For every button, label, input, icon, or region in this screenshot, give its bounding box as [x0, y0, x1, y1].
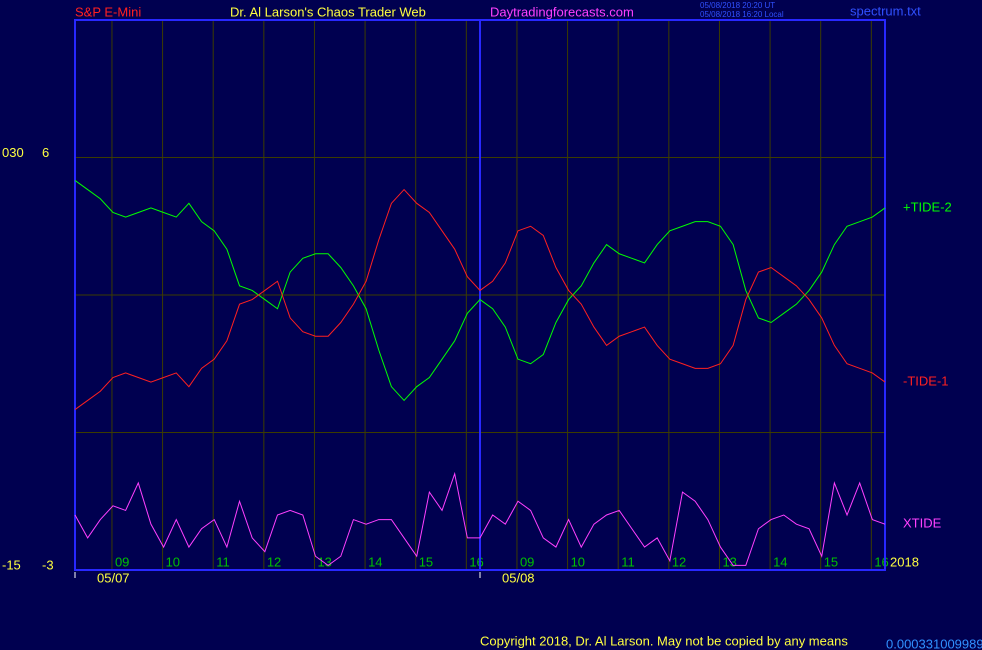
- year-label: 2018: [890, 554, 919, 569]
- timestamp-local: 05/08/2018 16:20 Local: [700, 10, 784, 19]
- x-tick-label: 11: [216, 554, 230, 569]
- series-line: [74, 471, 886, 567]
- plot-border: [74, 19, 886, 571]
- x-tick-label: 14: [368, 554, 382, 569]
- x-tick-label: 14: [773, 554, 787, 569]
- series-label: -TIDE-1: [903, 374, 949, 389]
- series-label: +TIDE-2: [903, 199, 952, 214]
- series-label: XTIDE: [903, 516, 942, 531]
- timestamp-ut: 05/08/2018 20:20 UT: [700, 1, 775, 10]
- series-line: [74, 188, 886, 410]
- x-tick-label: 09: [520, 554, 534, 569]
- x-tick-label: 10: [571, 554, 585, 569]
- x-tick-label: 16: [874, 554, 888, 569]
- x-tick-label: 13: [317, 554, 331, 569]
- copyright: Copyright 2018, Dr. Al Larson. May not b…: [480, 633, 848, 648]
- x-tick-label: 15: [419, 554, 433, 569]
- x-tick-label: 12: [672, 554, 686, 569]
- date-label: 05/08: [502, 570, 535, 585]
- y-tick-label: -3: [42, 557, 54, 572]
- series-line: [74, 180, 886, 402]
- x-tick-label: 16: [469, 554, 483, 569]
- y2-tick-label: 030: [2, 145, 24, 160]
- file-name: spectrum.txt: [850, 3, 921, 18]
- x-tick-label: 12: [267, 554, 281, 569]
- y-tick-label: 6: [42, 145, 49, 160]
- date-label: 05/07: [97, 570, 130, 585]
- x-tick-label: 10: [166, 554, 180, 569]
- x-tick-label: 13: [722, 554, 736, 569]
- x-tick-label: 11: [621, 554, 635, 569]
- site-title: Dr. Al Larson's Chaos Trader Web: [230, 4, 426, 19]
- x-tick-label: 09: [115, 554, 129, 569]
- x-tick-label: 15: [824, 554, 838, 569]
- code: 0.000331009989: [886, 636, 982, 650]
- instrument: S&P E-Mini: [75, 4, 141, 19]
- y2-tick-label: -15: [2, 557, 21, 572]
- site-url: Daytradingforecasts.com: [490, 4, 634, 19]
